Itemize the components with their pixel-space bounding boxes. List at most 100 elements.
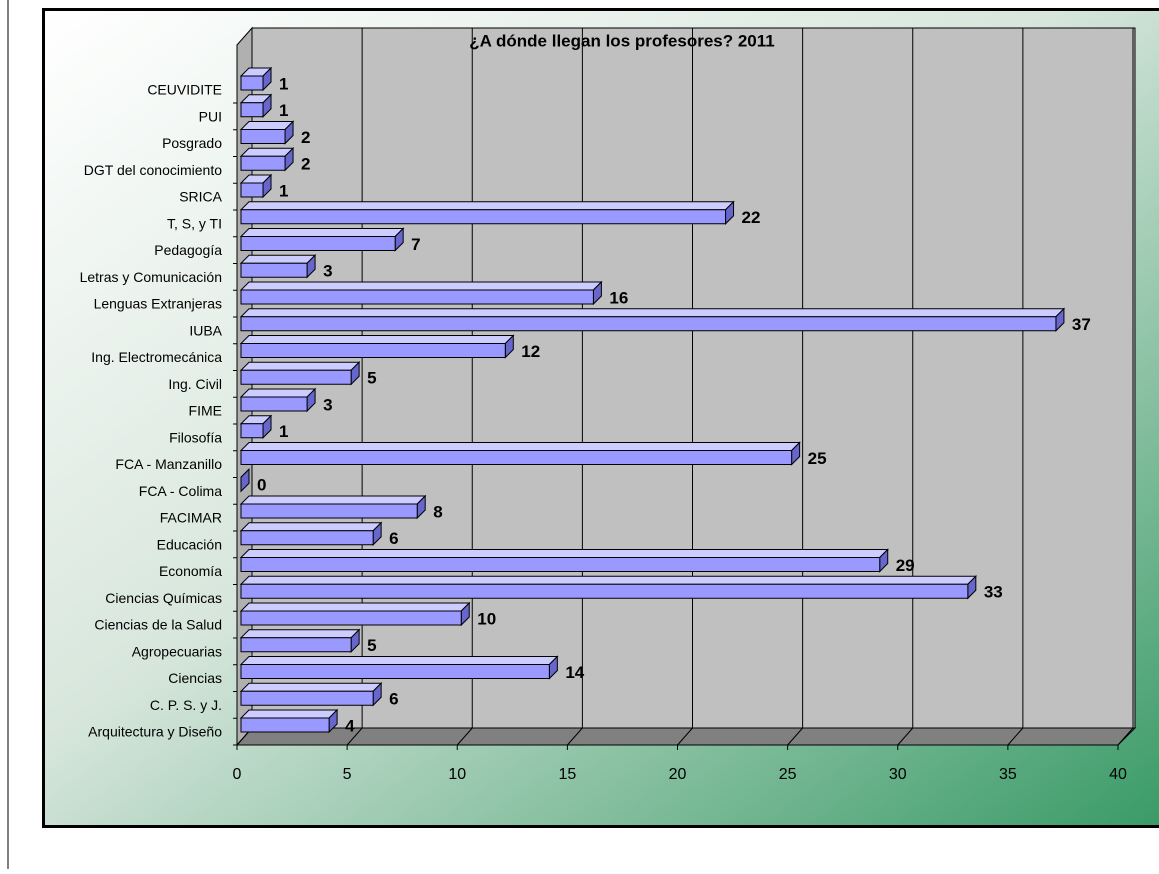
bar xyxy=(241,558,880,572)
bar-top xyxy=(241,710,337,718)
value-label: 1 xyxy=(279,422,288,441)
x-tick-label: 25 xyxy=(779,766,797,783)
bar-top xyxy=(241,255,315,263)
x-tick-label: 0 xyxy=(233,766,242,783)
bar-top xyxy=(241,122,293,130)
bar xyxy=(241,156,285,170)
bar-top xyxy=(241,657,557,665)
value-label: 2 xyxy=(301,155,310,174)
chart-title: ¿A dónde llegan los profesores? 2011 xyxy=(469,31,774,50)
bar xyxy=(241,531,373,545)
bar-top xyxy=(241,389,315,397)
floor xyxy=(237,728,1135,745)
y-tick-label: Educación xyxy=(157,536,222,552)
value-label: 10 xyxy=(477,609,496,628)
y-tick-label: DGT del conocimiento xyxy=(84,162,222,178)
y-tick-label: PUI xyxy=(199,108,222,124)
value-label: 4 xyxy=(345,716,355,735)
value-label: 5 xyxy=(367,636,376,655)
y-tick-label: CEUVIDITE xyxy=(147,82,222,98)
bar-top xyxy=(241,603,469,611)
y-tick-label: Economía xyxy=(159,563,222,579)
value-label: 7 xyxy=(411,235,420,254)
bar xyxy=(241,103,263,117)
y-tick-label: Ciencias xyxy=(168,670,222,686)
bar xyxy=(241,638,351,652)
value-label: 3 xyxy=(323,262,332,281)
value-label: 1 xyxy=(279,74,288,93)
bar-top xyxy=(241,523,381,531)
value-label: 25 xyxy=(808,449,827,468)
value-label: 12 xyxy=(521,342,540,361)
y-tick-label: FACIMAR xyxy=(160,510,222,526)
y-tick-label: Posgrado xyxy=(162,135,222,151)
value-label: 5 xyxy=(367,369,376,388)
bar xyxy=(241,290,593,304)
y-tick-label: T, S, y TI xyxy=(167,215,222,231)
bar-top xyxy=(241,148,293,156)
y-tick-label: C. P. S. y J. xyxy=(150,697,222,713)
bar xyxy=(241,317,1056,331)
value-label: 22 xyxy=(742,208,761,227)
y-tick-label: FIME xyxy=(189,403,222,419)
bar-top xyxy=(241,336,513,344)
bar xyxy=(241,210,726,224)
x-tick-label: 40 xyxy=(1109,766,1127,783)
bar xyxy=(241,451,792,465)
bar-top xyxy=(241,683,381,691)
y-tick-label: FCA - Manzanillo xyxy=(115,456,222,472)
bar xyxy=(241,691,373,705)
y-tick-label: Ciencias Químicas xyxy=(105,590,222,606)
value-label: 1 xyxy=(279,181,288,200)
x-tick-label: 20 xyxy=(669,766,687,783)
bar-top xyxy=(241,202,734,210)
bar xyxy=(241,397,307,411)
value-label: 1 xyxy=(279,101,288,120)
y-tick-label: SRICA xyxy=(179,189,222,205)
y-tick-label: FCA - Colima xyxy=(139,483,222,499)
value-label: 2 xyxy=(301,128,310,147)
y-tick-label: Ing. Electromecánica xyxy=(91,349,222,365)
value-label: 6 xyxy=(389,690,398,709)
value-label: 37 xyxy=(1072,315,1091,334)
value-label: 3 xyxy=(323,395,332,414)
bar-top xyxy=(241,282,601,290)
y-tick-label: Agropecuarias xyxy=(132,643,222,659)
y-tick-label: Pedagogía xyxy=(154,242,222,258)
x-tick-label: 30 xyxy=(889,766,907,783)
y-tick-label: IUBA xyxy=(189,322,222,338)
bar-top xyxy=(241,362,359,370)
y-tick-label: Letras y Comunicación xyxy=(80,269,222,285)
value-label: 8 xyxy=(433,502,442,521)
bar-top xyxy=(241,496,425,504)
bar xyxy=(241,237,395,251)
x-tick-label: 5 xyxy=(343,766,352,783)
value-label: 6 xyxy=(389,529,398,548)
y-tick-label: Filosofía xyxy=(169,429,222,445)
value-label: 14 xyxy=(565,663,584,682)
bar xyxy=(241,76,263,90)
bar xyxy=(241,263,307,277)
bar-top xyxy=(241,309,1064,317)
y-tick-label: Lenguas Extranjeras xyxy=(94,296,222,312)
bar xyxy=(241,504,417,518)
y-tick-label: Ing. Civil xyxy=(168,376,222,392)
bar xyxy=(241,611,461,625)
bar xyxy=(241,344,505,358)
x-tick-label: 35 xyxy=(999,766,1017,783)
x-tick-label: 10 xyxy=(448,766,466,783)
bar xyxy=(241,370,351,384)
bar-top xyxy=(241,630,359,638)
value-label: 0 xyxy=(257,476,266,495)
bar xyxy=(241,424,263,438)
x-tick-label: 15 xyxy=(558,766,576,783)
value-label: 29 xyxy=(896,556,915,575)
y-tick-label: Ciencias de la Salud xyxy=(94,617,222,633)
bar-top xyxy=(241,550,888,558)
bar-top xyxy=(241,443,800,451)
y-tick-label: Arquitectura y Diseño xyxy=(88,724,222,740)
bar xyxy=(241,130,285,144)
value-label: 33 xyxy=(984,583,1003,602)
